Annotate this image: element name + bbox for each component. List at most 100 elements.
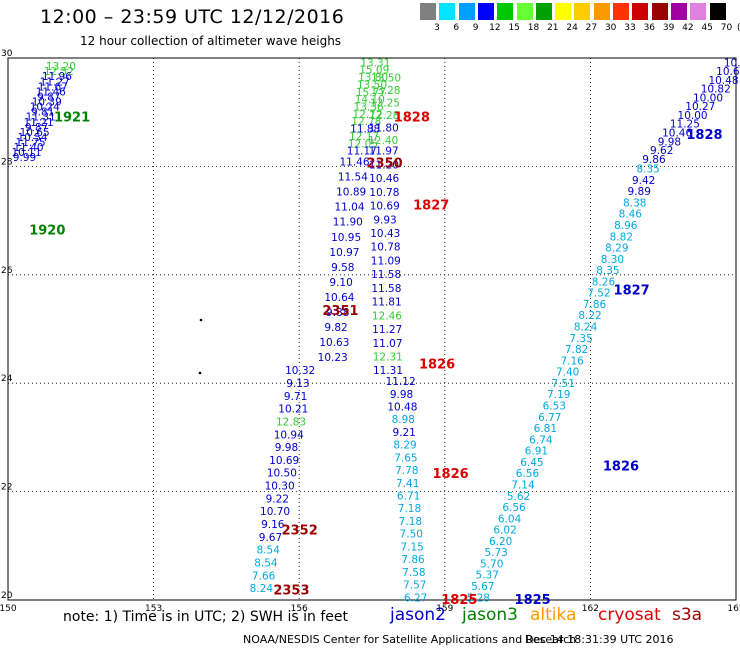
wave-height-label: 13.50 (371, 73, 401, 85)
legend-swatch (709, 3, 726, 20)
pass-time-label: 1827 (614, 283, 650, 298)
pass-time-label: 1826 (603, 460, 639, 475)
legend-swatch (497, 3, 514, 20)
legend-value-label: 39 (662, 23, 675, 33)
wave-height-label: 10.24 (30, 102, 60, 114)
wave-height-label: 6.56 (516, 468, 540, 480)
wave-height-label: 12.52 (44, 66, 74, 78)
legend-unit: (ft) (733, 23, 740, 33)
wave-height-label: 7.14 (511, 479, 535, 491)
legend-value-label: 12 (489, 23, 501, 33)
wave-height-label: 8.35 (596, 265, 619, 277)
y-tick-label: 30 (1, 49, 13, 59)
wave-height-label: 10.64 (324, 292, 354, 304)
wave-height-label: 9.21 (392, 427, 415, 439)
satellite-cryosat: cryosat (598, 605, 661, 625)
wave-height-label: 10.65 (20, 127, 50, 139)
wave-height-label: 10.97 (329, 247, 359, 259)
wave-height-label: 11.27 (372, 324, 402, 336)
wave-height-label: 10.32 (285, 365, 315, 377)
y-tick-label: 24 (1, 374, 13, 384)
wave-height-label: 10.23 (318, 352, 348, 364)
wave-height-label: 11.67 (38, 81, 68, 93)
wave-height-label: 11.90 (333, 217, 363, 229)
wave-height-label: 11.17 (347, 146, 377, 158)
wave-height-label: 7.52 (587, 288, 610, 300)
wave-height-label: 9.99 (13, 152, 36, 164)
wave-height-label: 10.21 (278, 404, 308, 416)
wave-height-label: 12.83 (276, 416, 306, 428)
wave-height-label: 15.09 (359, 65, 389, 77)
y-tick-label: 20 (1, 591, 13, 601)
legend-swatch (535, 3, 552, 20)
wave-height-label: 10.69 (370, 201, 400, 213)
wave-height-label: 6.20 (489, 536, 512, 548)
wave-height-label: 14.10 (355, 94, 385, 106)
wave-height-label: 11.07 (372, 338, 402, 350)
legend-swatch (439, 3, 456, 20)
wave-height-label: 10.58 (724, 57, 740, 69)
pass-time-label: 1828 (394, 111, 430, 126)
pass-time-label: 1920 (29, 223, 65, 238)
wave-height-label: 5.70 (480, 558, 503, 570)
wave-height-label: 6.91 (525, 446, 548, 458)
wave-height-label: 11.46 (36, 86, 66, 98)
legend-value-label: 36 (643, 23, 656, 33)
wave-height-label: 7.19 (547, 389, 570, 401)
wave-height-label: 7.35 (569, 333, 592, 345)
wave-height-label: 10.63 (319, 337, 349, 349)
wave-height-label: 11.09 (371, 255, 401, 267)
wave-height-label: 9.98 (658, 136, 681, 148)
wave-height-label: 13.36 (354, 102, 384, 114)
wave-height-label: 8.98 (392, 414, 415, 426)
wave-height-label: 13.25 (370, 97, 400, 109)
wave-height-label: 10.27 (685, 101, 715, 113)
legend-swatch (477, 3, 494, 20)
wave-height-label: 11.58 (371, 283, 401, 295)
wave-height-label: 10.78 (371, 242, 401, 254)
wave-height-label: 10.95 (331, 232, 361, 244)
wave-height-label: 15.77 (356, 87, 386, 99)
wave-height-label: 6.04 (498, 513, 522, 525)
legend-swatch (690, 3, 707, 20)
wave-height-label: 8.24 (250, 583, 274, 595)
wave-height-label: 11.54 (338, 172, 368, 184)
wave-height-label: 6.81 (534, 423, 557, 435)
wave-height-label: 11.21 (24, 117, 54, 129)
wave-height-label: 12.17 (349, 131, 379, 143)
legend-value-label: 33 (624, 23, 636, 33)
wave-height-label: 10.50 (267, 468, 297, 480)
footer-note: note: 1) Time is in UTC; 2) SWH is in fe… (63, 609, 349, 625)
wave-height-label: 9.82 (324, 322, 347, 334)
satellite-altika: altika (530, 605, 577, 625)
y-tick-label: 28 (1, 157, 13, 167)
wave-height-label: 7.66 (252, 570, 276, 582)
legend-value-label: 27 (585, 23, 598, 33)
legend-swatch (670, 3, 687, 20)
chart-title: 12:00 – 23:59 UTC 12/12/2016 (40, 6, 345, 28)
wave-height-label: 12.05 (348, 138, 378, 150)
wave-height-label: 6.77 (538, 412, 561, 424)
wave-height-label: 11.75 (16, 137, 46, 149)
wave-height-label: 7.82 (565, 344, 588, 356)
wave-height-label: 10.89 (336, 187, 366, 199)
wave-height-label: 10.00 (678, 110, 708, 122)
satellite-jason2: jason2 (390, 605, 446, 625)
wave-height-label: 9.86 (642, 154, 666, 166)
wave-height-label: 9.98 (390, 389, 413, 401)
x-tick-label: 162 (582, 604, 599, 614)
wave-height-label: 10.46 (662, 128, 692, 140)
wave-height-label: 10.30 (265, 481, 295, 493)
wave-height-label: 9.87 (37, 91, 60, 103)
wave-height-label: 8.54 (257, 545, 281, 557)
wave-height-label: 9.62 (650, 145, 673, 157)
wave-height-label: 11.40 (14, 142, 44, 154)
x-tick-label: 156 (291, 604, 308, 614)
legend-value-label: 30 (604, 23, 617, 33)
generated-timestamp: Dec 14 18:31:39 UTC 2016 (525, 633, 674, 646)
wave-height-label: 5.67 (471, 581, 494, 593)
wave-height-label: 10.43 (370, 228, 400, 240)
wave-height-label: 12.78 (351, 116, 381, 128)
wave-height-label: 6.56 (502, 502, 526, 514)
